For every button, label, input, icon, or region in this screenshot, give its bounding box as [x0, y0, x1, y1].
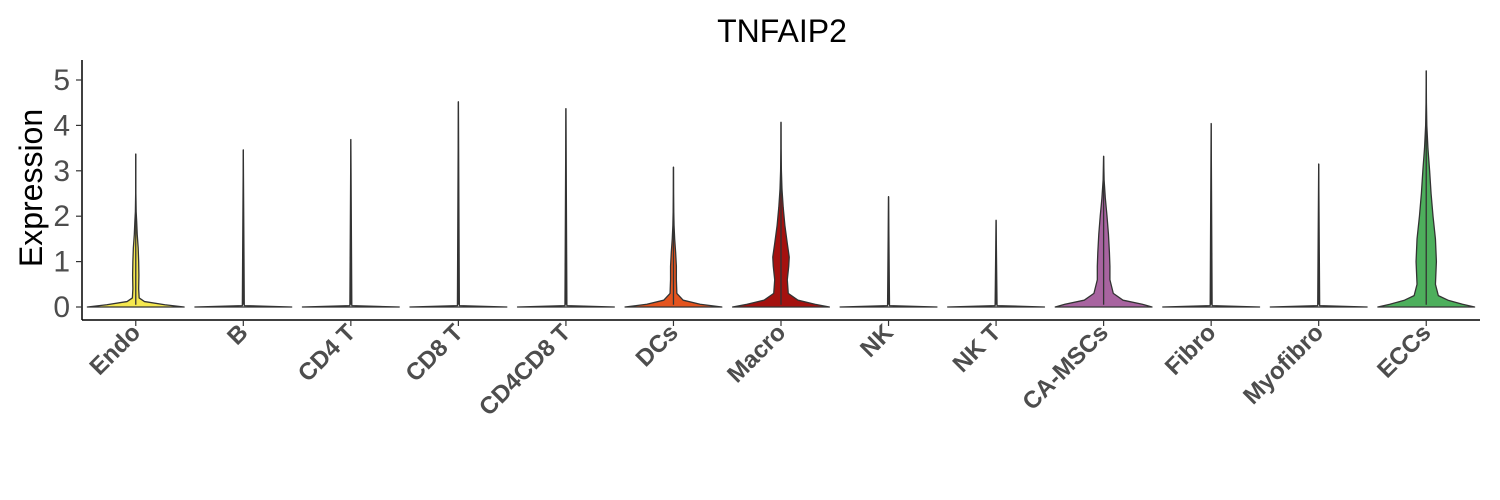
- x-tick-label: DCs: [631, 319, 684, 372]
- x-tick-label: Macro: [722, 319, 791, 388]
- x-tick-label: Endo: [84, 319, 146, 381]
- x-tick-label: NK T: [948, 319, 1007, 378]
- x-tick-label: ECCs: [1372, 319, 1436, 383]
- y-tick-label: 2: [53, 200, 70, 233]
- x-tick-label: NK: [855, 319, 899, 363]
- x-tick-label: Fibro: [1160, 319, 1222, 381]
- x-tick-label: Myofibro: [1238, 319, 1329, 410]
- y-tick-label: 5: [53, 64, 70, 97]
- x-tick-label: CA-MSCs: [1017, 319, 1113, 415]
- x-tick-label: B: [222, 319, 253, 350]
- chart-title: TNFAIP2: [717, 13, 847, 49]
- y-axis-label: Expression: [13, 109, 49, 267]
- x-tick-label: CD8 T: [401, 319, 469, 387]
- y-tick-label: 0: [53, 291, 70, 324]
- plot-area: 0 1 2 3 4 5 Endo B CD4 T CD8 T CD4CD8 T DCs Macro NK N…: [53, 60, 1480, 421]
- x-tick-label: CD4CD8 T: [474, 319, 576, 421]
- y-tick-label: 3: [53, 155, 70, 188]
- y-tick-label: 1: [53, 246, 70, 279]
- y-tick-label: 4: [53, 109, 70, 142]
- x-tick-label: CD4 T: [293, 319, 361, 387]
